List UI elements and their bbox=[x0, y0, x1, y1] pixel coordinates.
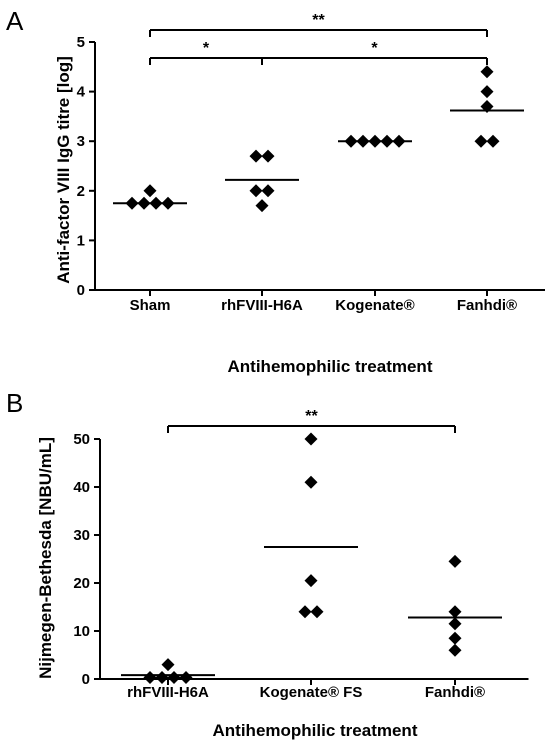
x-axis-title-b: Antihemophilic treatment bbox=[213, 721, 418, 740]
data-point-a bbox=[261, 184, 275, 198]
y-tick-label-a: 2 bbox=[77, 183, 85, 200]
data-point-a bbox=[486, 134, 500, 148]
significance-label-b: ** bbox=[305, 408, 318, 425]
data-point-b bbox=[304, 432, 318, 446]
x-axis-title-a: Antihemophilic treatment bbox=[228, 357, 433, 376]
panel-a: A Anti-factor VIII IgG titre [log] Antih… bbox=[6, 6, 545, 376]
data-point-a bbox=[474, 134, 488, 148]
data-point-b bbox=[448, 617, 462, 631]
y-tick-label-a: 0 bbox=[77, 282, 85, 299]
data-point-b bbox=[167, 671, 181, 685]
panel-label-b: B bbox=[6, 388, 23, 418]
data-point-b bbox=[143, 671, 157, 685]
y-tick-label-b: 20 bbox=[73, 575, 90, 592]
y-tick-label-b: 0 bbox=[82, 671, 90, 688]
y-tick-label-b: 50 bbox=[73, 431, 90, 448]
data-point-b bbox=[304, 475, 318, 489]
y-tick-label-b: 40 bbox=[73, 479, 90, 496]
x-category-label-a: Kogenate® bbox=[335, 297, 414, 314]
y-tick-label-b: 10 bbox=[73, 623, 90, 640]
data-point-b bbox=[179, 671, 193, 685]
data-point-a bbox=[249, 149, 263, 163]
x-category-label-a: rhFVIII-H6A bbox=[221, 297, 303, 314]
y-tick-label-a: 5 bbox=[77, 34, 85, 51]
significance-label-a: * bbox=[371, 40, 378, 57]
data-point-a bbox=[261, 149, 275, 163]
x-category-label-a: Sham bbox=[130, 297, 171, 314]
data-point-b bbox=[448, 643, 462, 657]
y-axis-title-b: Nijmegen-Bethesda [NBU/mL] bbox=[36, 437, 55, 679]
x-category-label-a: Fanhdi® bbox=[457, 297, 517, 314]
x-category-label-b: rhFVIII-H6A bbox=[127, 684, 209, 701]
data-point-a bbox=[255, 199, 269, 213]
significance-label-a: ** bbox=[312, 12, 325, 29]
data-point-a bbox=[249, 184, 263, 198]
data-point-b bbox=[161, 658, 175, 672]
data-point-b bbox=[298, 605, 312, 619]
data-point-b bbox=[304, 574, 318, 588]
data-point-b bbox=[448, 605, 462, 619]
y-tick-label-a: 1 bbox=[77, 232, 85, 249]
panel-label-a: A bbox=[6, 6, 24, 36]
y-tick-label-b: 30 bbox=[73, 527, 90, 544]
panel-b: B Nijmegen-Bethesda [NBU/mL] Antihemophi… bbox=[6, 388, 529, 740]
data-point-b bbox=[448, 631, 462, 645]
y-tick-label-a: 3 bbox=[77, 133, 85, 150]
x-category-label-b: Kogenate® FS bbox=[260, 684, 363, 701]
data-point-a bbox=[480, 85, 494, 99]
y-axis-title-a: Anti-factor VIII IgG titre [log] bbox=[54, 56, 73, 284]
x-category-label-b: Fanhdi® bbox=[425, 684, 485, 701]
data-point-b bbox=[310, 605, 324, 619]
y-tick-label-a: 4 bbox=[77, 84, 86, 101]
data-point-a bbox=[143, 184, 157, 198]
significance-label-a: * bbox=[203, 40, 210, 57]
data-point-b bbox=[448, 554, 462, 568]
data-point-b bbox=[155, 671, 169, 685]
data-point-a bbox=[480, 65, 494, 79]
